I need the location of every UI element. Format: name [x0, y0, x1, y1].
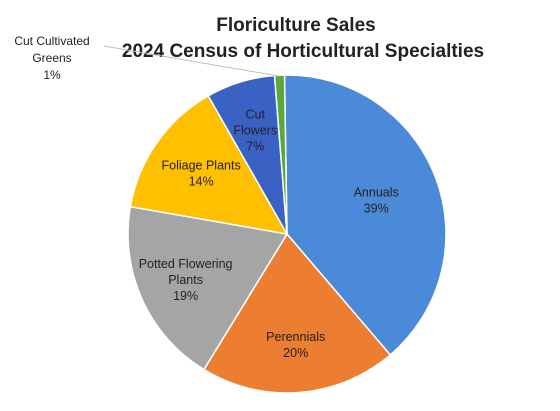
slice-value-label: 14%	[189, 175, 214, 189]
chart-title-line-1: Floriculture Sales	[216, 15, 375, 36]
slice-label-foliage-plants: Foliage Plants 14%	[161, 159, 240, 189]
pie-slices	[127, 74, 447, 394]
leader-line	[103, 45, 280, 77]
slice-label-cut-cultivated-greens: Cut Cultivated Greens 1%	[14, 34, 89, 82]
slice-name-label: Potted Flowering	[139, 257, 233, 271]
slice-value-label: 20%	[283, 346, 308, 360]
slice-labels: Annuals 39%Perennials 20%Potted Flowering P…	[14, 34, 398, 360]
slice-value-label: 19%	[173, 289, 198, 303]
slice-perennials	[202, 232, 392, 394]
slice-value-label: 39%	[364, 201, 389, 215]
slice-name-label: Annuals	[354, 185, 399, 199]
slice-annuals	[283, 74, 447, 356]
slice-name-label: Cut Cultivated	[14, 34, 89, 48]
slice-name-label: Foliage Plants	[161, 159, 240, 173]
slice-label-potted-flowering-plants: Potted Flowering Plants 19%	[139, 257, 233, 303]
slice-foliage-plants	[129, 94, 289, 236]
slice-label-perennials: Perennials 20%	[266, 330, 325, 360]
slice-name-label: Plants	[168, 273, 203, 287]
slice-name-label: Greens	[32, 51, 71, 65]
slice-potted-flowering-plants	[127, 205, 289, 371]
chart-title-line-2: 2024 Census of Horticultural Specialties	[122, 41, 484, 62]
slice-name-label: Perennials	[266, 330, 325, 344]
slice-value-label: 7%	[246, 140, 264, 154]
slice-label-cut-flowers: Cut Flowers 7%	[233, 108, 277, 154]
slice-label-annuals: Annuals 39%	[354, 185, 399, 215]
slice-value-label: 1%	[43, 68, 61, 82]
slice-name-label: Cut	[245, 108, 265, 122]
slice-name-label: Flowers	[233, 124, 277, 138]
